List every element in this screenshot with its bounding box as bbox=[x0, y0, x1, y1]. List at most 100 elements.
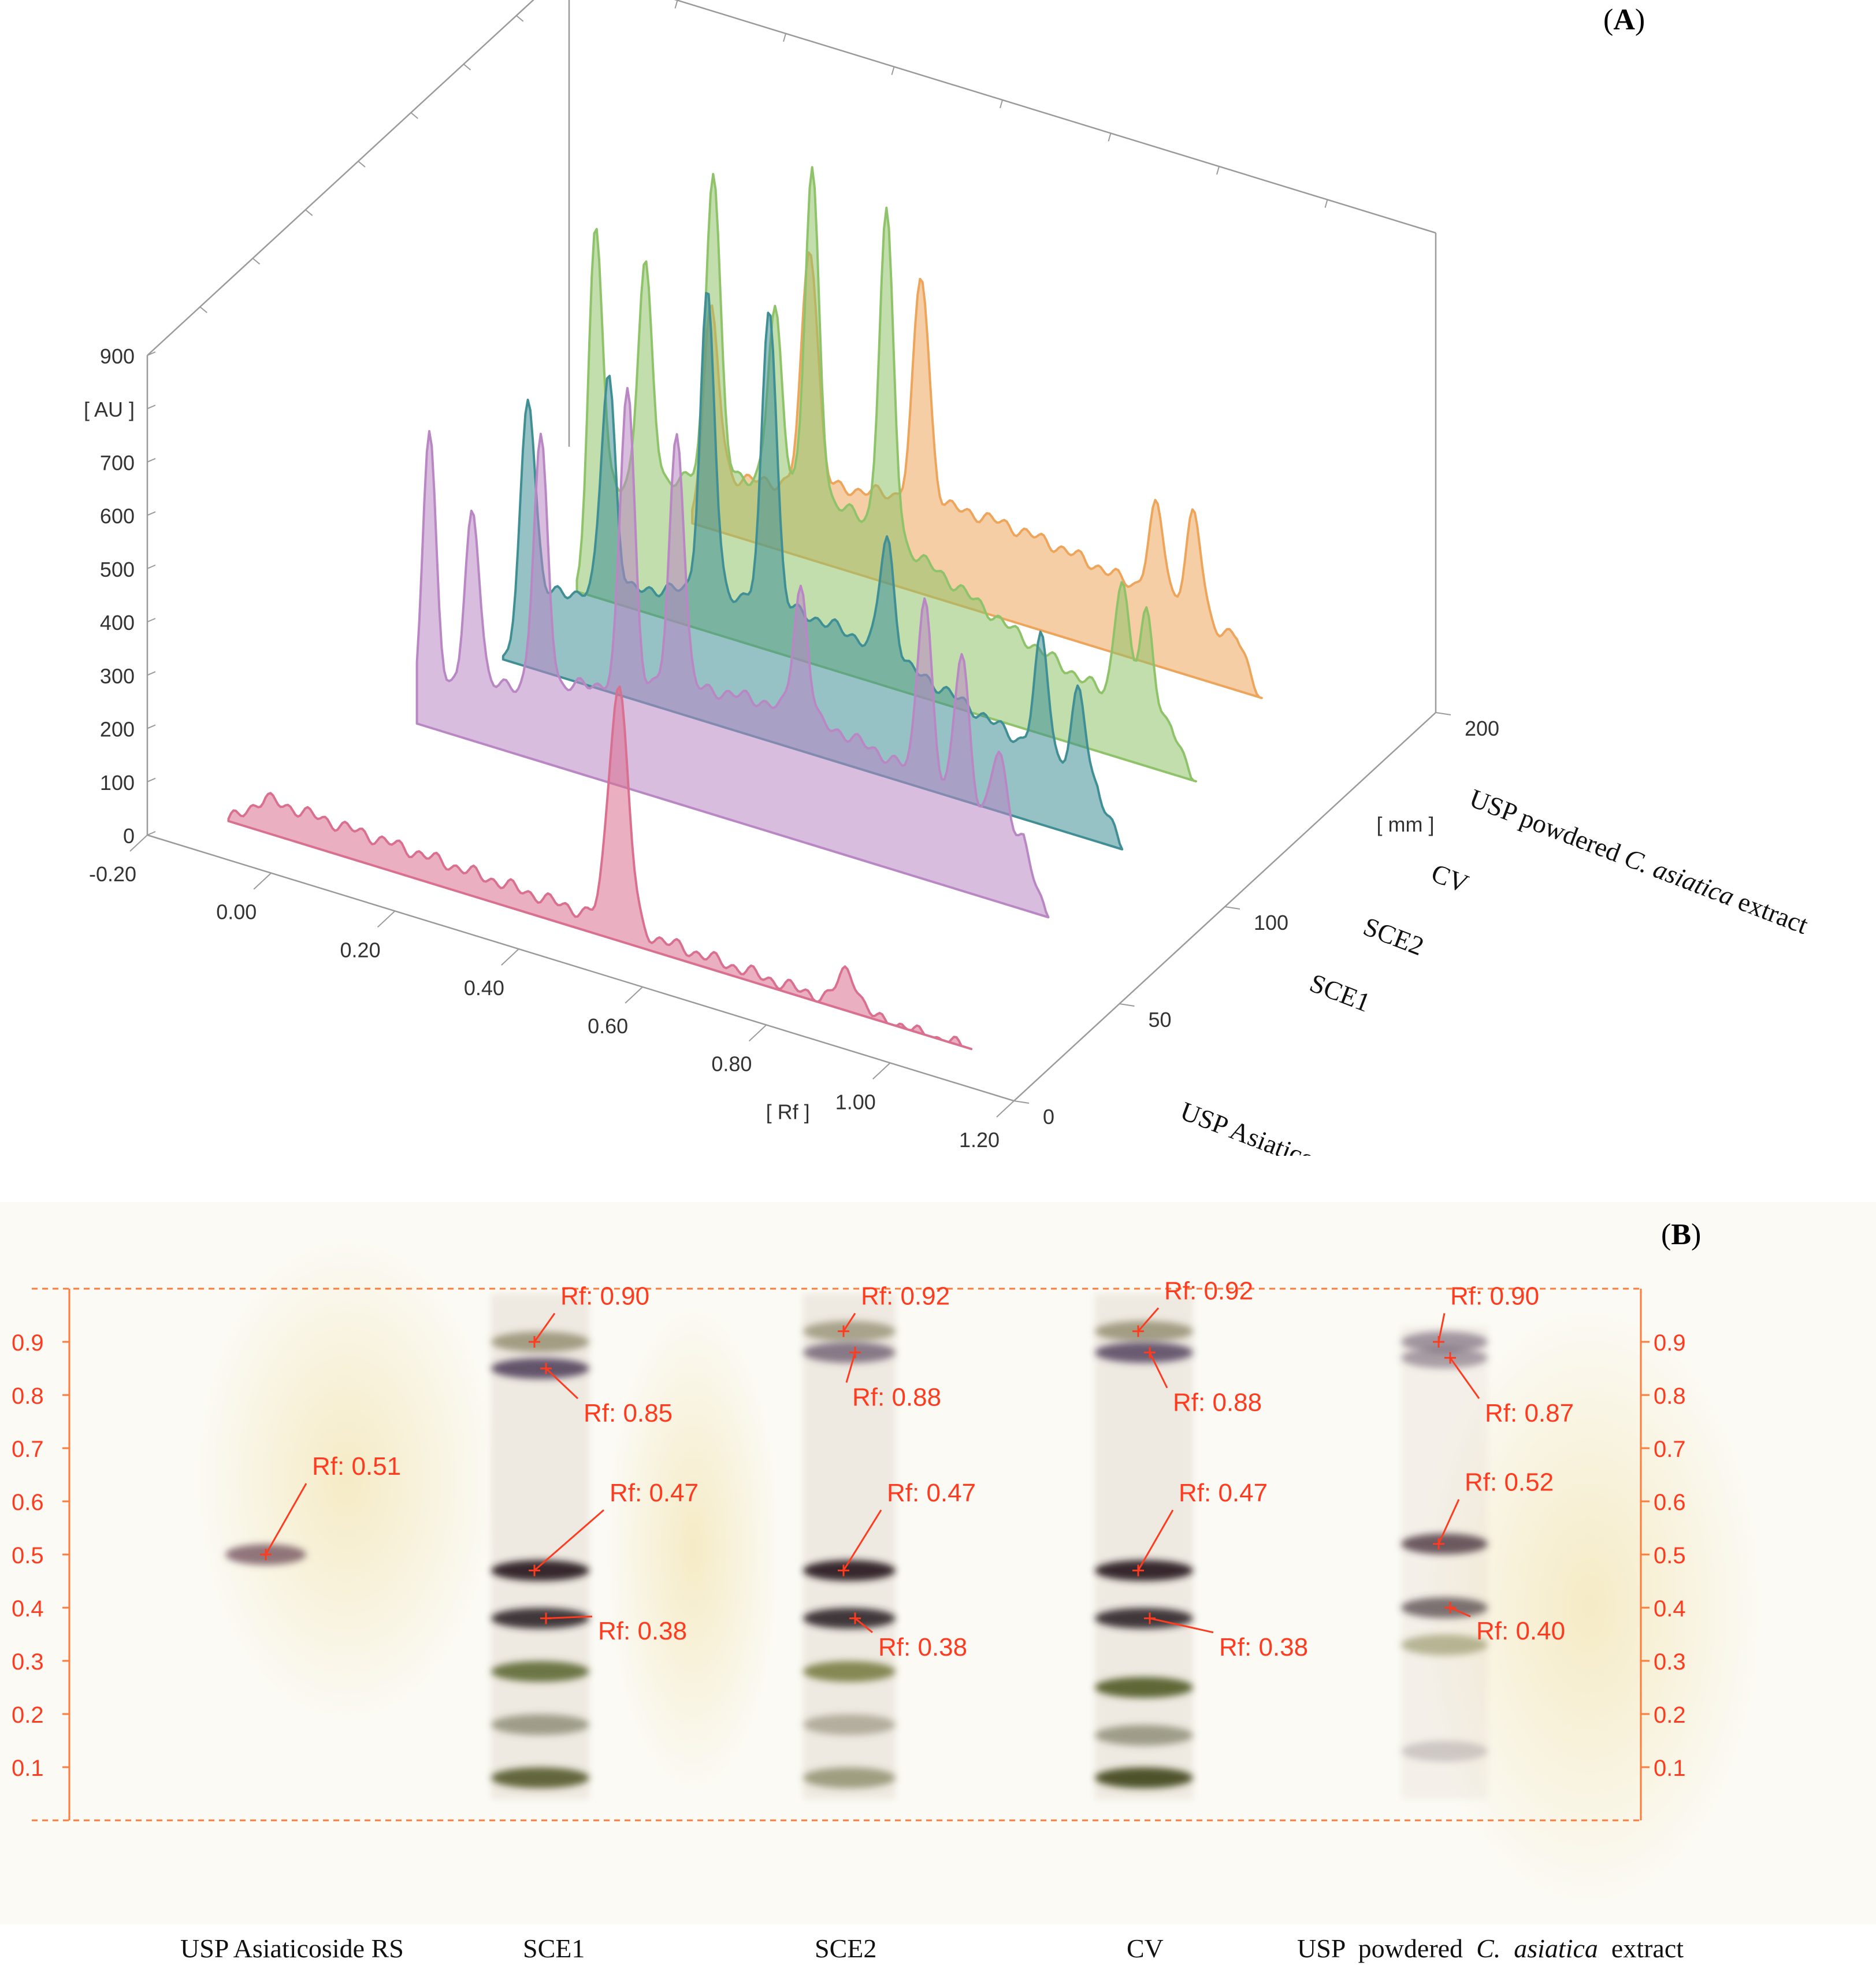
tlc-band bbox=[1401, 1741, 1488, 1762]
au-tick bbox=[147, 511, 156, 516]
series-label-2: SCE2 bbox=[1359, 911, 1428, 961]
au-tick-label: 400 bbox=[100, 611, 135, 635]
left-rf-tick-label: 0.5 bbox=[12, 1543, 44, 1568]
au-tick-label: 0 bbox=[123, 824, 135, 848]
lane-label-cv: CV bbox=[1127, 1934, 1164, 1963]
lane-track-4 bbox=[1401, 1326, 1488, 1800]
plate-glow-2 bbox=[607, 1306, 780, 1791]
rf-annotation-label: Rf: 0.85 bbox=[584, 1399, 673, 1427]
back-tick bbox=[305, 209, 313, 216]
mm-tick-label: 200 bbox=[1465, 717, 1499, 740]
left-rf-tick-label: 0.4 bbox=[12, 1596, 44, 1622]
rf-annotations: Rf: 0.51 Rf: 0.90 Rf: 0.85 Rf: 0.47 Rf: 0.38… bbox=[260, 1277, 1574, 1661]
left-rf-tick-label: 0.9 bbox=[12, 1330, 44, 1356]
back-tick bbox=[1324, 199, 1328, 208]
rf-tick bbox=[872, 1062, 891, 1080]
rf-tick-label: 0.00 bbox=[216, 900, 257, 924]
tlc-band bbox=[803, 1714, 896, 1735]
rf-tick-label: 1.00 bbox=[835, 1090, 876, 1114]
rf-tick-label: 0.60 bbox=[588, 1014, 628, 1038]
3d-axis-frame bbox=[129, 0, 1451, 1118]
rf-annotation-label: Rf: 0.92 bbox=[861, 1282, 950, 1311]
left-rf-tick-label: 0.3 bbox=[12, 1649, 44, 1675]
back-top-edge bbox=[674, 0, 1436, 234]
au-tick bbox=[147, 618, 156, 623]
au-tick-label: 600 bbox=[100, 504, 135, 528]
right-rf-tick-label: 0.9 bbox=[1654, 1330, 1686, 1356]
tlc-band bbox=[491, 1714, 589, 1735]
mm-tick-label: 100 bbox=[1254, 911, 1288, 934]
tlc-band bbox=[491, 1661, 589, 1682]
au-tick bbox=[147, 351, 156, 356]
rf-leader-line bbox=[1149, 1352, 1168, 1389]
series-label-0: USP Asiaticoside RS bbox=[1176, 1096, 1395, 1156]
au-axis-label: [ AU ] bbox=[84, 398, 135, 421]
mm-tick bbox=[1013, 1100, 1030, 1104]
lane-label-usp-asiaticoside: USP Asiaticoside RS bbox=[180, 1934, 404, 1963]
rf-tick-label: 0.40 bbox=[464, 976, 504, 1000]
au-tick bbox=[147, 724, 156, 729]
back-tick bbox=[674, 0, 678, 9]
right-rf-tick-label: 0.7 bbox=[1654, 1437, 1686, 1462]
rf-leader-line bbox=[1137, 1509, 1174, 1571]
right-rf-tick-label: 0.1 bbox=[1654, 1756, 1686, 1781]
left-rf-tick-label: 0.1 bbox=[12, 1756, 44, 1781]
right-rf-tick-label: 0.5 bbox=[1654, 1543, 1686, 1568]
right-rf-tick-label: 0.6 bbox=[1654, 1490, 1686, 1515]
rf-leader-line bbox=[1437, 1498, 1460, 1545]
au-tick bbox=[147, 777, 156, 782]
rf-tick bbox=[377, 910, 396, 928]
au-tick-label: 900 bbox=[100, 344, 135, 368]
tlc-band bbox=[1095, 1677, 1193, 1698]
au-tick-label: 700 bbox=[100, 451, 135, 474]
rf-annotation-label: Rf: 0.47 bbox=[1179, 1479, 1268, 1507]
back-tick bbox=[252, 258, 261, 265]
rf-annotation-label: Rf: 0.40 bbox=[1476, 1617, 1565, 1645]
au-tick bbox=[147, 458, 156, 463]
back-tick bbox=[516, 15, 524, 22]
rf-leader-line bbox=[545, 1615, 593, 1619]
back-tick bbox=[199, 306, 207, 313]
panel-b-label: (B) bbox=[1661, 1218, 1702, 1251]
right-rf-tick-label: 0.4 bbox=[1654, 1596, 1686, 1622]
rf-annotation-label: Rf: 0.38 bbox=[598, 1617, 687, 1645]
series-area-0 bbox=[227, 685, 973, 1051]
mm-tick bbox=[1224, 906, 1240, 910]
lane-label-usp-powdered: USP powdered C. asiatica extract bbox=[1297, 1934, 1684, 1963]
rf-annotation-label: Rf: 0.38 bbox=[878, 1633, 967, 1661]
rf-leader-line bbox=[1450, 1607, 1471, 1618]
back-tick bbox=[891, 66, 895, 75]
back-tick bbox=[463, 64, 471, 71]
mm-tick-label: 0 bbox=[1043, 1105, 1054, 1129]
rf-leader-line bbox=[1149, 1617, 1214, 1634]
lane-track-3 bbox=[1095, 1294, 1193, 1800]
back-tick bbox=[1108, 133, 1112, 142]
rf-tick-label: 0.20 bbox=[340, 938, 381, 962]
left-rf-tick-label: 0.6 bbox=[12, 1490, 44, 1515]
rf-leader-line bbox=[845, 1352, 856, 1383]
rf-tick bbox=[253, 872, 272, 890]
left-rf-tick-label: 0.8 bbox=[12, 1383, 44, 1409]
back-tick bbox=[1216, 166, 1220, 175]
rf-tick bbox=[748, 1024, 767, 1042]
mm-tick bbox=[1435, 712, 1451, 715]
lane-label-sce1: SCE1 bbox=[523, 1934, 585, 1963]
rf-annotation-label: Rf: 0.38 bbox=[1219, 1633, 1308, 1661]
rf-annotation-label: Rf: 0.87 bbox=[1485, 1399, 1574, 1427]
plate-glow-1 bbox=[1416, 1306, 1762, 1907]
rf-axis-line bbox=[147, 834, 1015, 1102]
rf-leader-line bbox=[855, 1618, 873, 1633]
panel-a-label: (A) bbox=[1603, 3, 1645, 36]
tlc-band bbox=[1095, 1724, 1193, 1746]
rf-tick-label: 0.80 bbox=[711, 1052, 752, 1076]
right-rf-tick-label: 0.2 bbox=[1654, 1702, 1686, 1728]
au-tick-label: 300 bbox=[100, 664, 135, 688]
rf-annotation-label: Rf: 0.92 bbox=[1164, 1277, 1253, 1305]
left-rf-tick-label: 0.2 bbox=[12, 1702, 44, 1728]
rf-annotation-label: Rf: 0.88 bbox=[852, 1383, 941, 1411]
back-tick bbox=[783, 33, 786, 42]
lane-label-sce2: SCE2 bbox=[815, 1934, 877, 1963]
mm-tick bbox=[1119, 1003, 1135, 1007]
series-label-1: SCE1 bbox=[1306, 968, 1375, 1018]
